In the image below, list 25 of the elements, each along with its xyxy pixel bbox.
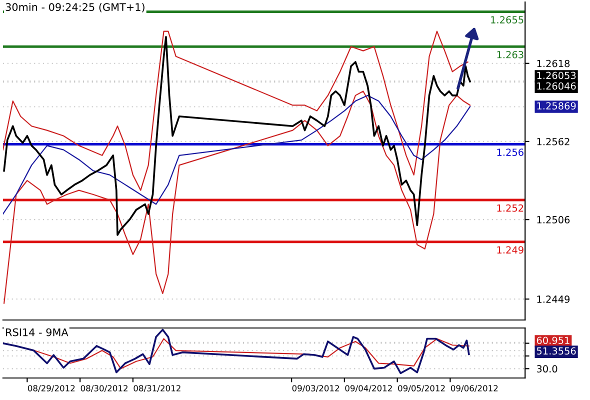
y-tick-label: 1.2506 bbox=[537, 216, 570, 224]
x-tick-label: 08/31/2012 bbox=[134, 385, 180, 392]
y-tick-label: 1.2449 bbox=[537, 296, 570, 303]
chart-title: 30min - 09:24:25 (GMT+1) bbox=[6, 2, 144, 12]
x-tick-label: 09/03/2012 bbox=[292, 385, 339, 392]
ref-line-label: 1.263 bbox=[497, 50, 524, 58]
x-tick-label: 08/30/2012 bbox=[80, 385, 128, 392]
x-tick-label: 09/04/2012 bbox=[345, 385, 392, 392]
chart-title: RSI14 - 9MA bbox=[6, 328, 68, 336]
y-tick-label: 1.26046 bbox=[537, 82, 576, 90]
ref-line-label: 1.256 bbox=[497, 148, 524, 156]
y-tick-label: 30.0 bbox=[536, 365, 558, 373]
ref-line-label: 1.249 bbox=[497, 246, 524, 254]
ref-line-label: 1.2655 bbox=[491, 16, 524, 24]
y-tick-label: 60.951 bbox=[536, 336, 570, 344]
ref-line-label: 1.252 bbox=[497, 204, 524, 212]
x-tick-label: 09/06/2012 bbox=[450, 385, 498, 392]
x-tick-label: 08/29/2012 bbox=[28, 385, 75, 392]
y-tick-label: 1.2618 bbox=[537, 60, 570, 68]
y-tick-label: 51.3556 bbox=[536, 347, 576, 355]
x-tick-label: 09/05/2012 bbox=[398, 385, 445, 392]
y-tick-label: 1.2562 bbox=[537, 138, 570, 146]
y-tick-label: 1.25869 bbox=[537, 102, 576, 110]
line-series bbox=[2, 328, 470, 374]
y-tick-label: 1.26053 bbox=[537, 72, 576, 80]
